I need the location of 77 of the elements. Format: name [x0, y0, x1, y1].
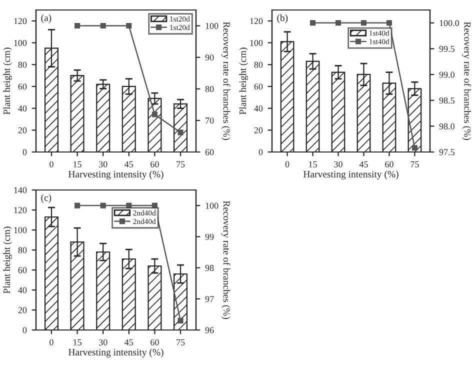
y-axis-title: Plant height (cm) [239, 48, 248, 114]
y-tick-label: 80 [18, 62, 27, 68]
y2-tick-label: 100 [206, 202, 218, 209]
x-tick-label: 0 [50, 339, 54, 346]
y-tick-label: 20 [18, 127, 27, 134]
y-axis-title: Plant height (cm) [3, 48, 12, 114]
y2-tick-label: 98 [205, 264, 214, 271]
y2-tick-label: 97.5 [439, 149, 454, 156]
y-axis-title: Plant height (cm) [3, 226, 12, 294]
y2-tick-label: 99 [205, 234, 214, 240]
x-tick-label: 60 [385, 161, 394, 168]
x-tick-label: 15 [74, 339, 82, 346]
y2-axis-title: Recovery rate of branches (%) [462, 22, 472, 140]
y-tick-label: 80 [18, 247, 27, 254]
x-tick-label: 0 [285, 161, 290, 168]
y2-tick-label: 99.0 [439, 72, 454, 78]
y-tick-label: 40 [18, 105, 27, 112]
y-tick-label: 100 [14, 40, 27, 46]
y-tick-label: 60 [18, 267, 27, 274]
y-tick-label: 20 [18, 307, 27, 314]
y-tick-label: 40 [18, 287, 27, 294]
annotation: (b) [277, 14, 288, 24]
x-tick-label: 60 [150, 339, 159, 346]
point [126, 23, 132, 29]
y-tick-label: 0 [22, 327, 27, 334]
y2-tick-label: 99.5 [439, 46, 454, 52]
x-tick-label: 0 [50, 161, 54, 168]
y-tick-label: 120 [250, 18, 263, 24]
y-tick-label: 100 [14, 227, 27, 234]
y-tick-label: 60 [254, 84, 263, 90]
point [74, 23, 80, 29]
y2-tick-label: 96 [205, 327, 214, 334]
x-tick-label: 30 [334, 161, 342, 168]
annotation: (a) [41, 14, 52, 24]
x-axis-title: Harvesting intensity (%) [68, 170, 164, 180]
annotation: (c) [41, 194, 52, 204]
x-tick-label: 30 [99, 339, 108, 346]
x-tick-label: 75 [176, 339, 185, 346]
y-tick-label: 120 [14, 207, 27, 214]
x-tick-label: 45 [124, 161, 134, 168]
y-tick-label: 80 [254, 62, 263, 68]
y2-tick-label: 98.0 [439, 123, 454, 130]
bar [96, 84, 110, 152]
bar [70, 74, 84, 152]
y2-tick-label: 60 [205, 149, 214, 156]
y2-tick-label: 98.5 [439, 97, 454, 104]
y-tick-label: 60 [18, 84, 27, 90]
y2-tick-label: 70 [206, 118, 214, 124]
y2-tick-label: 100 [206, 22, 218, 29]
y-tick-label: 100 [250, 40, 263, 46]
point [152, 112, 158, 118]
point [100, 23, 106, 29]
point [178, 130, 184, 136]
y2-axis-title: Recovery rate of branches (%) [221, 22, 230, 140]
x-axis-title: Harvesting intensity (%) [303, 170, 398, 180]
y-tick-label: 20 [254, 127, 263, 134]
x-tick-label: 75 [410, 161, 419, 168]
y-tick-label: 40 [254, 105, 263, 112]
x-tick-label: 45 [359, 161, 368, 168]
x-tick-label: 60 [150, 161, 159, 168]
y-tick-label: 0 [22, 149, 27, 156]
x-tick-label: 15 [74, 161, 82, 168]
bar [174, 103, 188, 152]
y-tick-label: 120 [14, 18, 27, 24]
y2-tick-label: 80 [205, 86, 214, 92]
y-tick-label: 0 [258, 149, 263, 156]
y2-tick-label: 90 [205, 54, 214, 61]
x-tick-label: 30 [99, 161, 108, 168]
y-tick-label: 140 [14, 187, 27, 194]
bar [148, 98, 162, 152]
y2-tick-label: 97 [205, 296, 214, 302]
x-axis-title: Harvesting intensity (%) [68, 348, 164, 358]
x-tick-label: 75 [176, 161, 185, 168]
x-tick-label: 45 [124, 339, 134, 346]
x-tick-label: 15 [309, 161, 317, 168]
y2-axis-title: Recovery rate of branches (%) [221, 200, 230, 319]
y2-tick-label: 100.0 [440, 20, 459, 26]
